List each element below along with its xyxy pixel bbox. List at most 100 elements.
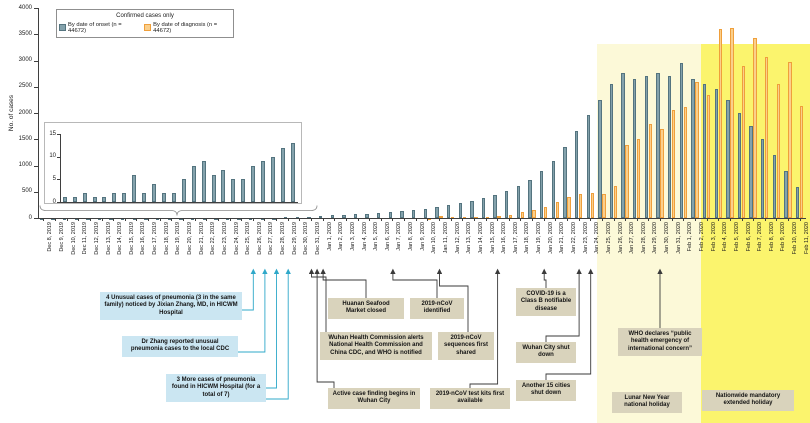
- bar-onset: [458, 202, 462, 218]
- bar-diagnosis: [520, 212, 525, 218]
- bar-onset: [772, 155, 777, 218]
- bar-onset: [411, 209, 416, 218]
- arrow-class-b: [541, 268, 547, 288]
- x-tick-label: Dec 19, 2019: [175, 222, 182, 255]
- bar-onset: [400, 210, 404, 218]
- bar-diagnosis: [753, 37, 757, 218]
- annotation-extended-holiday-label: Nationwide mandatory extended holiday: [702, 390, 794, 411]
- annotation-ncov-identified: 2019-nCoV identified: [410, 298, 464, 319]
- bar-diagnosis: [671, 110, 676, 218]
- bar-onset: [737, 113, 742, 218]
- x-tick: [78, 218, 80, 221]
- y-tick-label: 3000: [18, 57, 32, 63]
- x-tick: [788, 218, 790, 221]
- x-tick: [508, 218, 510, 221]
- x-tick-label: Jan 27, 2020: [629, 222, 636, 254]
- bar-diagnosis: [706, 94, 711, 218]
- bar-onset: [528, 180, 532, 218]
- x-tick-label: Jan 23, 2020: [582, 222, 589, 254]
- x-tick: [694, 218, 696, 221]
- x-tick-label: Dec 15, 2019: [128, 222, 135, 255]
- x-tick-label: Jan 28, 2020: [640, 222, 647, 254]
- x-tick: [799, 218, 801, 221]
- bar-onset: [365, 213, 369, 218]
- x-tick-label: Feb 9, 2020: [780, 222, 787, 252]
- annotation-test-kits: 2019-nCoV test kits first available: [430, 388, 510, 409]
- arrow-case-finding: [314, 268, 335, 388]
- x-tick: [438, 218, 440, 221]
- bar-onset: [784, 170, 788, 218]
- x-tick: [648, 218, 650, 221]
- x-tick-label: Feb 5, 2020: [733, 222, 740, 252]
- inset-bar-onset: [132, 174, 137, 202]
- x-tick-label: Jan 25, 2020: [605, 222, 612, 254]
- bar-diagnosis: [555, 201, 559, 218]
- x-tick-label: Jan 18, 2020: [524, 222, 531, 254]
- bar-onset: [563, 147, 567, 218]
- x-tick: [345, 218, 347, 221]
- y-tick-label: 1000: [18, 162, 32, 168]
- annotation-class-b: COVID-19 is a Class B notifiable disease: [516, 288, 576, 316]
- y-tick: [34, 165, 38, 167]
- x-tick-label: Jan 20, 2020: [547, 222, 554, 254]
- bar-onset: [691, 78, 695, 218]
- bar-onset: [667, 76, 672, 218]
- x-tick-label: Dec 8, 2019: [47, 222, 54, 252]
- inset-bar-onset: [122, 192, 127, 202]
- x-tick: [404, 218, 406, 221]
- annotation-unusual-cases: 4 Unusual cases of pneumonia (3 in the s…: [100, 292, 242, 320]
- arrow-unusual-cases: [242, 268, 256, 311]
- x-tick: [229, 218, 231, 221]
- x-tick: [113, 218, 115, 221]
- arrow-ncov-identified: [390, 268, 438, 298]
- x-tick-label: Jan 10, 2020: [431, 222, 438, 254]
- x-tick: [380, 218, 382, 221]
- annotation-more-cases: 3 More cases of pneumonia found in HICWM…: [166, 374, 266, 402]
- x-tick: [462, 218, 464, 221]
- x-tick: [334, 218, 336, 221]
- arrow-more-cases-1: [266, 268, 291, 400]
- bar-onset: [330, 215, 334, 218]
- x-tick: [764, 218, 766, 221]
- inset-bar-onset: [62, 197, 67, 202]
- inset-bar-onset: [112, 192, 117, 202]
- inset-x-axis-line: [60, 202, 298, 203]
- x-tick-label: Jan 9, 2020: [419, 222, 426, 251]
- bar-onset: [761, 139, 765, 218]
- bar-diagnosis: [776, 84, 781, 218]
- bar-diagnosis: [590, 192, 594, 218]
- x-tick-label: Feb 6, 2020: [745, 222, 752, 252]
- arrow-zhang-report: [238, 268, 268, 353]
- inset-bar-onset: [261, 161, 266, 202]
- bar-onset: [586, 115, 590, 218]
- x-tick: [182, 218, 184, 221]
- y-tick-label: 500: [21, 188, 32, 195]
- legend-entries: By date of onset (n = 44672) By date of …: [59, 22, 231, 34]
- arrow-cities-shutdown: [545, 268, 594, 380]
- bar-onset: [656, 73, 660, 218]
- bar-onset: [493, 194, 497, 218]
- bar-onset: [598, 99, 602, 218]
- x-tick: [776, 218, 778, 221]
- annotation-whc-alerts: Wuhan Health Commission alerts National …: [320, 332, 432, 360]
- x-tick: [159, 218, 161, 221]
- x-tick: [497, 218, 499, 221]
- y-tick: [34, 139, 38, 141]
- inset-bar-onset: [102, 197, 107, 202]
- x-tick: [753, 218, 755, 221]
- x-tick: [124, 218, 126, 221]
- x-tick: [357, 218, 359, 221]
- x-tick: [601, 218, 603, 221]
- bar-onset: [353, 214, 358, 218]
- arrow-market-closed: [320, 268, 367, 298]
- inset-bar-onset: [92, 197, 97, 202]
- x-tick: [392, 218, 394, 221]
- bar-onset: [342, 214, 346, 218]
- x-tick: [636, 218, 638, 221]
- bar-onset: [749, 126, 753, 218]
- x-tick-label: Dec 27, 2019: [268, 222, 275, 255]
- annotation-sequences-shared: 2019-nCoV sequences first shared: [438, 332, 494, 360]
- x-tick-label: Jan 13, 2020: [466, 222, 473, 254]
- x-tick: [322, 218, 324, 221]
- inset-bar-onset: [251, 165, 256, 202]
